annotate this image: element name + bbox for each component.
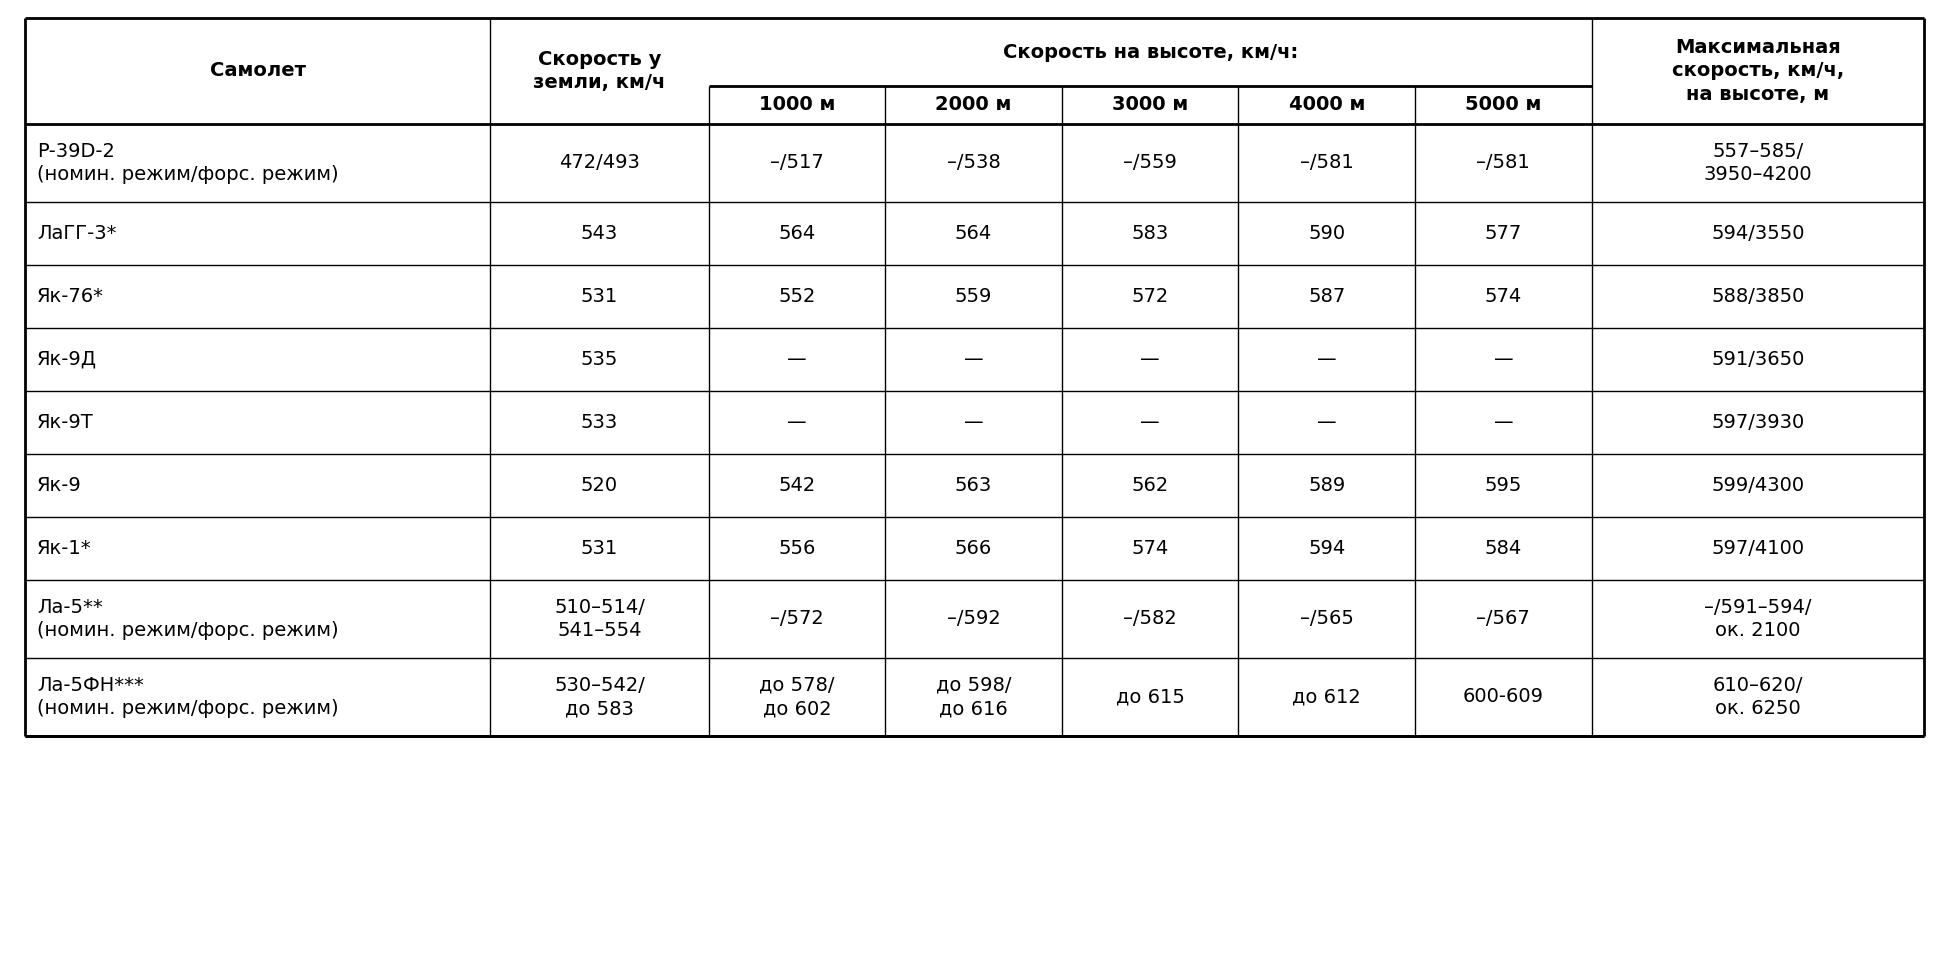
Text: до 612: до 612 — [1292, 688, 1360, 707]
Text: до 578/
до 602: до 578/ до 602 — [760, 676, 834, 718]
Text: 556: 556 — [777, 539, 814, 558]
Text: –/592: –/592 — [947, 610, 999, 628]
Text: 531: 531 — [581, 287, 618, 306]
Text: 594/3550: 594/3550 — [1710, 224, 1804, 243]
Text: 583: 583 — [1132, 224, 1169, 243]
Text: 5000 м: 5000 м — [1465, 95, 1541, 115]
Text: 530–542/
до 583: 530–542/ до 583 — [553, 676, 645, 718]
Text: 590: 590 — [1307, 224, 1344, 243]
Text: 572: 572 — [1132, 287, 1169, 306]
Text: –/581: –/581 — [1477, 154, 1529, 172]
Text: —: — — [787, 413, 806, 432]
Text: 472/493: 472/493 — [559, 154, 639, 172]
Text: 566: 566 — [955, 539, 992, 558]
Text: 574: 574 — [1132, 539, 1169, 558]
Text: 535: 535 — [581, 350, 618, 369]
Text: –/581: –/581 — [1299, 154, 1354, 172]
Text: –/565: –/565 — [1299, 610, 1354, 628]
Text: 559: 559 — [955, 287, 992, 306]
Text: 564: 564 — [777, 224, 814, 243]
Text: 564: 564 — [955, 224, 992, 243]
Text: Як-76*: Як-76* — [37, 287, 103, 306]
Text: –/567: –/567 — [1477, 610, 1529, 628]
Text: 591/3650: 591/3650 — [1710, 350, 1804, 369]
Text: –/559: –/559 — [1122, 154, 1177, 172]
Text: 600-609: 600-609 — [1463, 688, 1543, 707]
Text: —: — — [1492, 413, 1512, 432]
Text: 557–585/
3950–4200: 557–585/ 3950–4200 — [1703, 142, 1812, 184]
Text: —: — — [1492, 350, 1512, 369]
Text: —: — — [1140, 413, 1159, 432]
Text: 543: 543 — [581, 224, 618, 243]
Text: —: — — [787, 350, 806, 369]
Text: 2000 м: 2000 м — [935, 95, 1011, 115]
Text: 589: 589 — [1307, 476, 1344, 495]
Text: 597/4100: 597/4100 — [1710, 539, 1804, 558]
Text: 587: 587 — [1307, 287, 1344, 306]
Text: ЛаГГ-3*: ЛаГГ-3* — [37, 224, 117, 243]
Text: 520: 520 — [581, 476, 618, 495]
Text: –/582: –/582 — [1122, 610, 1177, 628]
Text: Самолет: Самолет — [210, 62, 306, 80]
Text: Ла-5ФН***
(номин. режим/форс. режим): Ла-5ФН*** (номин. режим/форс. режим) — [37, 676, 339, 718]
Text: –/591–594/
ок. 2100: –/591–594/ ок. 2100 — [1703, 598, 1810, 640]
Text: 577: 577 — [1484, 224, 1521, 243]
Text: Скорость у
земли, км/ч: Скорость у земли, км/ч — [534, 50, 666, 92]
Text: Як-9Т: Як-9Т — [37, 413, 94, 432]
Text: Як-9: Як-9 — [37, 476, 82, 495]
Text: —: — — [962, 350, 984, 369]
Text: Ла-5**
(номин. режим/форс. режим): Ла-5** (номин. режим/форс. режим) — [37, 598, 339, 640]
Text: Максимальная
скорость, км/ч,
на высоте, м: Максимальная скорость, км/ч, на высоте, … — [1671, 38, 1843, 104]
Text: 584: 584 — [1484, 539, 1521, 558]
Text: —: — — [1317, 350, 1336, 369]
Text: Скорость на высоте, км/ч:: Скорость на высоте, км/ч: — [1001, 42, 1297, 62]
Text: 3000 м: 3000 м — [1112, 95, 1188, 115]
Text: до 598/
до 616: до 598/ до 616 — [935, 676, 1011, 718]
Text: 533: 533 — [581, 413, 618, 432]
Text: —: — — [962, 413, 984, 432]
Text: –/517: –/517 — [769, 154, 824, 172]
Text: –/572: –/572 — [769, 610, 824, 628]
Text: Р-39D-2
(номин. режим/форс. режим): Р-39D-2 (номин. режим/форс. режим) — [37, 142, 339, 184]
Text: —: — — [1140, 350, 1159, 369]
Text: 563: 563 — [955, 476, 992, 495]
Text: 610–620/
ок. 6250: 610–620/ ок. 6250 — [1712, 676, 1802, 718]
Text: 1000 м: 1000 м — [758, 95, 834, 115]
Text: –/538: –/538 — [947, 154, 999, 172]
Text: 599/4300: 599/4300 — [1710, 476, 1804, 495]
Text: 594: 594 — [1307, 539, 1344, 558]
Text: 574: 574 — [1484, 287, 1521, 306]
Text: 562: 562 — [1132, 476, 1169, 495]
Text: 542: 542 — [777, 476, 814, 495]
Text: 597/3930: 597/3930 — [1710, 413, 1804, 432]
Text: Як-9Д: Як-9Д — [37, 350, 97, 369]
Text: 531: 531 — [581, 539, 618, 558]
Text: —: — — [1317, 413, 1336, 432]
Text: 552: 552 — [777, 287, 814, 306]
Text: Як-1*: Як-1* — [37, 539, 92, 558]
Text: 595: 595 — [1484, 476, 1521, 495]
Text: 588/3850: 588/3850 — [1710, 287, 1804, 306]
Text: 510–514/
541–554: 510–514/ 541–554 — [553, 598, 645, 640]
Text: до 615: до 615 — [1114, 688, 1184, 707]
Text: 4000 м: 4000 м — [1288, 95, 1364, 115]
